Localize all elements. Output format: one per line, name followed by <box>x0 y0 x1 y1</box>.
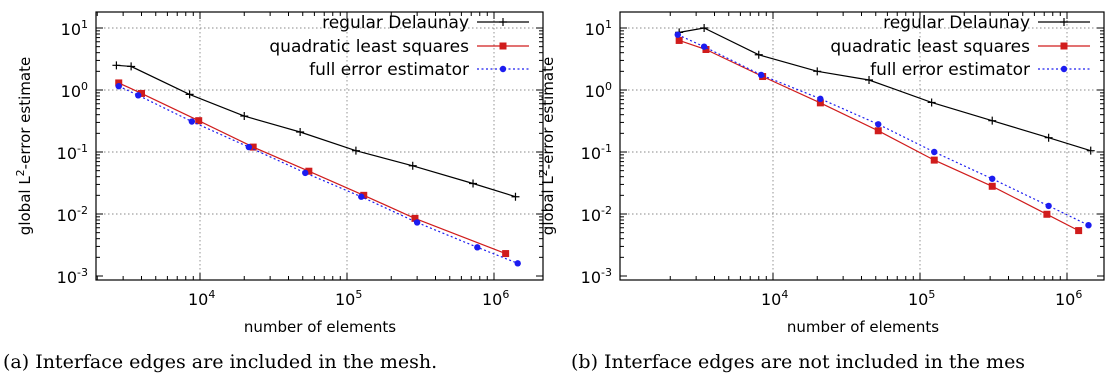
data-point <box>1060 18 1068 26</box>
legend-label: full error estimator <box>309 60 469 80</box>
data-point <box>1060 65 1068 73</box>
y-tick-label: 100 <box>585 80 612 101</box>
series-quadratic-least-squares <box>675 36 1083 235</box>
y-tick-label: 10-3 <box>57 266 88 287</box>
data-point <box>351 146 360 155</box>
y-tick-label: 101 <box>585 18 612 39</box>
data-point <box>245 143 253 151</box>
data-point <box>813 67 822 76</box>
data-point <box>502 250 510 258</box>
data-point <box>988 116 997 125</box>
y-tick-label: 10-1 <box>57 142 88 163</box>
x-tick-label: 105 <box>908 288 935 309</box>
y-tick-label: 10-2 <box>581 204 612 225</box>
chart-panel-a: 104 105 106 101 100 10-1 10-2 10-3 number of ele… <box>3 11 544 373</box>
y-tick-label: 10-1 <box>581 142 612 163</box>
data-point <box>474 244 481 251</box>
data-point <box>411 214 419 222</box>
data-point <box>927 98 936 107</box>
data-point <box>931 148 938 156</box>
data-point <box>1045 202 1052 210</box>
data-point <box>1085 221 1092 229</box>
data-point <box>1075 227 1083 235</box>
y-tick-label: 10-3 <box>581 266 612 287</box>
y-axis-label: global L2-error estimate <box>537 57 557 235</box>
x-tick-label: 106 <box>1055 288 1082 309</box>
data-point <box>499 65 507 73</box>
data-point <box>989 175 996 182</box>
data-point <box>865 75 874 84</box>
series-quadratic-least-squares <box>115 79 510 258</box>
series-line <box>677 34 1089 226</box>
data-point <box>296 128 305 137</box>
x-axis-label: number of elements <box>787 318 939 336</box>
data-point <box>499 42 507 50</box>
series-line <box>118 85 518 264</box>
data-point <box>115 79 123 87</box>
series-regular-Delaunay <box>112 61 520 201</box>
data-point <box>408 161 417 170</box>
data-point <box>127 62 136 71</box>
data-point <box>875 121 882 128</box>
legend-label: quadratic least squares <box>830 37 1030 57</box>
data-point <box>514 260 521 267</box>
x-axis-label: number of elements <box>244 318 396 336</box>
x-tick-label: 105 <box>335 288 362 309</box>
x-tick-label: 104 <box>188 288 215 309</box>
data-point <box>1060 42 1068 50</box>
chart-panel-b: 104 105 106 101 100 10-1 10-2 10-3 number of ele… <box>537 11 1105 373</box>
data-point <box>249 143 257 151</box>
data-point <box>700 24 709 32</box>
figure-caption: (a) Interface edges are included in the … <box>3 351 437 373</box>
plot-frame <box>95 11 544 281</box>
data-point <box>138 89 146 97</box>
x-tick-label: 106 <box>482 288 509 309</box>
y-axis-label: global L2-error estimate <box>14 57 34 235</box>
data-point <box>817 95 824 103</box>
data-point <box>135 92 142 99</box>
legend-label: full error estimator <box>870 60 1030 80</box>
data-point <box>1044 133 1053 142</box>
y-tick-label: 100 <box>61 80 88 101</box>
figure-caption: (b) Interface edges are not included in … <box>571 351 1025 373</box>
data-point <box>675 36 683 44</box>
data-point <box>302 169 309 177</box>
legend-label: regular Delaunay <box>883 13 1030 33</box>
data-point <box>930 156 938 164</box>
data-point <box>511 192 520 201</box>
data-point <box>413 219 421 226</box>
y-tick-label: 10-2 <box>57 204 88 225</box>
series-line <box>118 82 506 255</box>
data-point <box>185 90 194 99</box>
data-point <box>240 112 249 121</box>
data-point <box>816 99 824 107</box>
data-point <box>1086 146 1095 155</box>
data-point <box>112 61 121 70</box>
series-full-error-estimator <box>674 31 1092 229</box>
legend-label: regular Delaunay <box>322 13 469 33</box>
data-point <box>757 71 765 79</box>
data-point <box>700 43 708 50</box>
data-point <box>305 167 313 175</box>
data-point <box>469 179 478 188</box>
data-point <box>874 127 882 135</box>
legend-label: quadratic least squares <box>269 37 469 57</box>
data-point <box>1043 210 1051 218</box>
y-tick-label: 101 <box>61 18 88 39</box>
data-point <box>115 83 122 90</box>
data-point <box>358 193 365 200</box>
data-point <box>188 118 196 125</box>
data-point <box>195 117 203 125</box>
data-point <box>674 31 681 38</box>
data-point <box>702 46 710 54</box>
data-point <box>754 50 763 59</box>
series-full-error-estimator <box>115 83 521 267</box>
x-tick-label: 104 <box>761 288 788 309</box>
data-point <box>499 18 507 26</box>
data-point <box>988 182 996 190</box>
